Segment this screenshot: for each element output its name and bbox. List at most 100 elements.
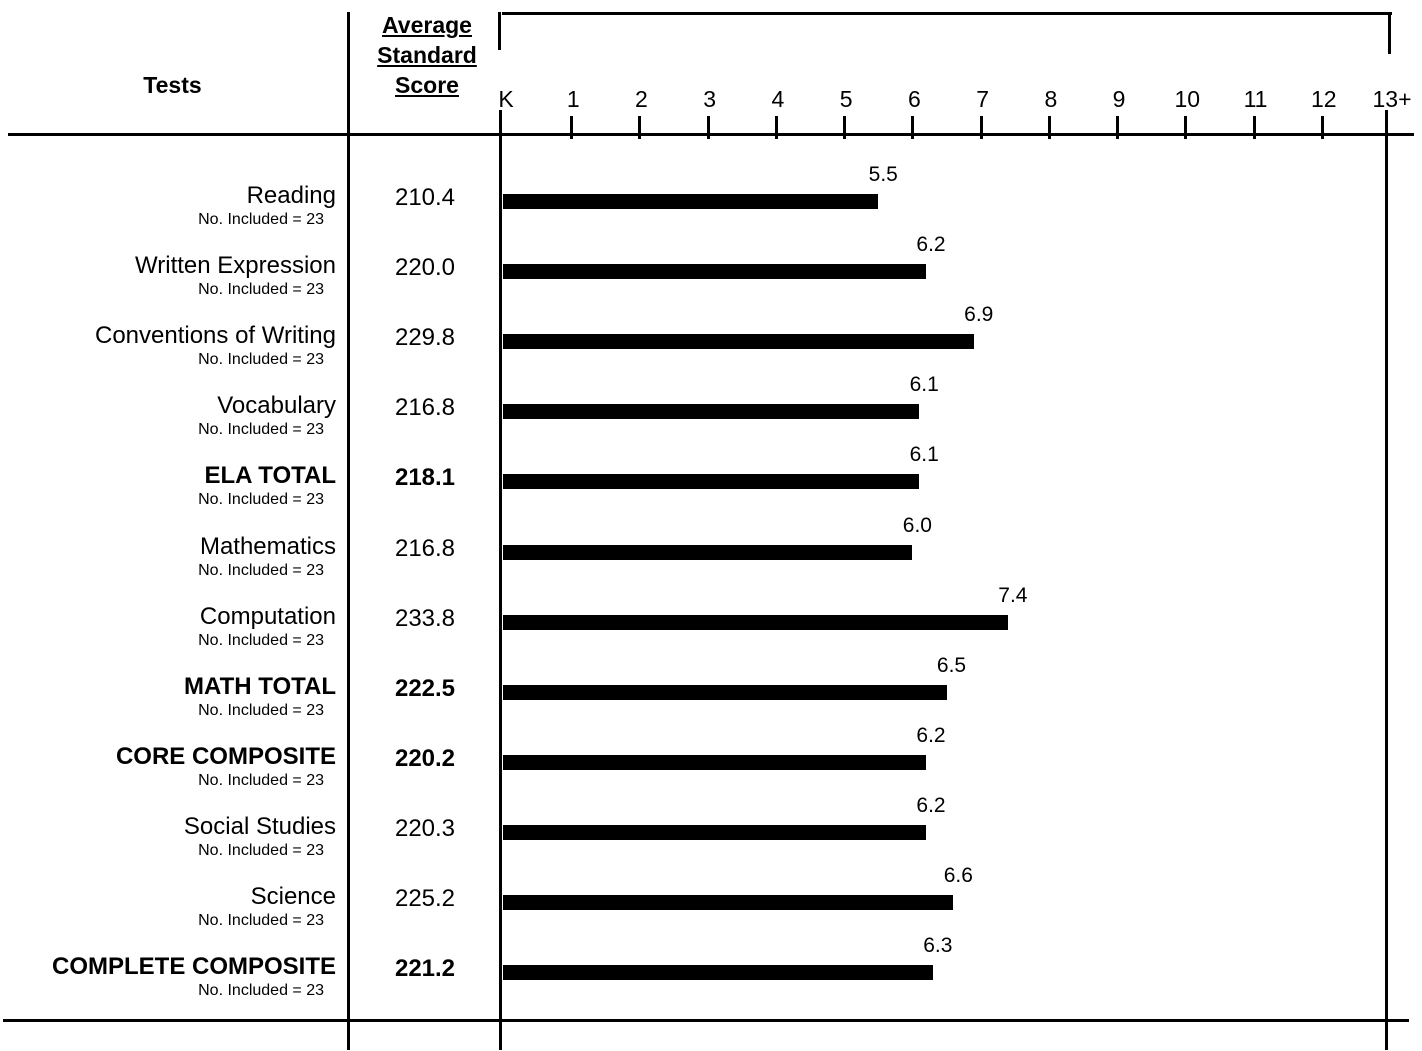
test-name: CORE COMPOSITE <box>115 742 336 770</box>
bar-value-label: 7.4 <box>998 583 1028 607</box>
grade-equivalent-bar <box>503 965 933 981</box>
test-name: Mathematics <box>199 532 336 560</box>
no-included-count: No. Included = 23 <box>198 561 324 579</box>
grade-equivalent-bar <box>503 404 920 420</box>
axis-tick-label: 3 <box>703 86 717 112</box>
no-included-count: No. Included = 23 <box>198 281 324 299</box>
axis-tick-mark <box>1252 116 1256 139</box>
score-header-line-2: Standard <box>377 42 477 68</box>
no-included-count: No. Included = 23 <box>198 491 324 509</box>
test-name: Social Studies <box>183 812 336 840</box>
score-header-line-1: Average <box>382 12 472 38</box>
axis-tick-label: K <box>498 86 514 112</box>
test-row: ELA TOTAL No. Included = 23 218.1 6.1 <box>0 443 1422 532</box>
average-standard-score: 218.1 <box>394 464 456 492</box>
grade-equivalent-bar <box>503 684 947 700</box>
tests-header: Tests <box>143 72 202 98</box>
axis-line-k <box>499 110 502 1050</box>
axis-tick-label: 2 <box>635 86 648 112</box>
no-included-count: No. Included = 23 <box>198 912 324 929</box>
average-standard-score: 220.0 <box>394 254 456 282</box>
average-standard-score: 225.2 <box>394 885 456 912</box>
axis-tick-mark <box>911 116 915 139</box>
test-row: Written Expression No. Included = 23 220.0… <box>0 233 1422 322</box>
average-standard-score: 216.8 <box>394 534 456 562</box>
axis-tick-mark <box>774 116 778 139</box>
axis-tick-mark <box>638 116 642 139</box>
axis-tick-label: 12 <box>1310 86 1337 112</box>
grade-equivalent-bar <box>503 754 927 770</box>
bar-value-label: 6.6 <box>943 864 973 887</box>
average-standard-score-header: Average Standard Score <box>357 10 497 100</box>
no-included-count: No. Included = 23 <box>198 841 324 859</box>
average-standard-score: 229.8 <box>394 324 456 352</box>
grade-equivalent-bar <box>503 264 927 280</box>
test-row: CORE COMPOSITE No. Included = 23 220.2 6.2 <box>0 724 1422 813</box>
test-name: Vocabulary <box>217 392 336 420</box>
test-row: Conventions of Writing No. Included = 23 2… <box>0 303 1422 392</box>
right-border <box>1385 110 1388 1050</box>
test-name: Written Expression <box>135 252 336 280</box>
axis-tick-mark <box>1116 116 1120 139</box>
column-separator-tests <box>347 12 350 1050</box>
no-included-count: No. Included = 23 <box>198 701 324 719</box>
axis-tick-label: 8 <box>1044 86 1058 112</box>
test-row: Vocabulary No. Included = 23 216.8 6.1 <box>0 373 1422 462</box>
grade-equivalent-bar <box>503 614 1008 630</box>
test-row: Computation No. Included = 23 233.8 7.4 <box>0 584 1422 673</box>
test-row: COMPLETE COMPOSITE No. Included = 23 221.2… <box>0 934 1422 1023</box>
no-included-count: No. Included = 23 <box>198 771 324 789</box>
no-included-count: No. Included = 23 <box>198 211 324 228</box>
average-standard-score: 220.2 <box>394 744 456 772</box>
score-header-line-3: Score <box>395 72 459 98</box>
bar-value-label: 5.5 <box>868 163 898 186</box>
bar-value-label: 6.1 <box>909 443 939 467</box>
grade-equivalent-bar <box>503 194 879 209</box>
average-standard-score: 222.5 <box>394 674 456 702</box>
average-standard-score: 210.4 <box>394 184 456 211</box>
average-standard-score: 220.3 <box>394 814 456 842</box>
test-name: COMPLETE COMPOSITE <box>51 953 336 981</box>
grade-equivalent-bar <box>503 895 954 910</box>
axis-tick-mark <box>979 116 983 139</box>
top-rule <box>502 12 1392 15</box>
grade-equivalent-bar <box>503 474 920 490</box>
bottom-rule <box>3 1019 1409 1022</box>
axis-tick-mark <box>706 116 710 139</box>
right-border-top <box>1388 12 1391 54</box>
bar-value-label: 6.3 <box>923 934 953 958</box>
test-name: Computation <box>199 602 336 630</box>
bar-value-label: 6.2 <box>916 793 946 817</box>
no-included-count: No. Included = 23 <box>198 631 324 649</box>
axis-tick-mark <box>570 116 574 139</box>
axis-tick-mark <box>1047 116 1051 139</box>
average-standard-score: 221.2 <box>394 955 456 983</box>
axis-tick-label: 7 <box>976 86 989 112</box>
axis-tick-label: 1 <box>566 86 580 112</box>
no-included-count: No. Included = 23 <box>198 351 324 369</box>
axis-tick-label: 4 <box>771 86 785 112</box>
axis-tick-mark <box>1320 116 1324 139</box>
bar-value-label: 6.2 <box>916 233 946 257</box>
average-standard-score: 216.8 <box>394 394 456 422</box>
test-row: MATH TOTAL No. Included = 23 222.5 6.5 <box>0 654 1422 743</box>
bar-value-label: 6.1 <box>909 373 939 397</box>
test-name: Conventions of Writing <box>94 322 336 350</box>
header-rule <box>8 133 1414 136</box>
axis-tick-label: 11 <box>1243 86 1268 112</box>
axis-tick-label: 5 <box>839 86 853 112</box>
column-separator-score <box>498 12 501 50</box>
test-row: Reading No. Included = 23 210.4 5.5 <box>0 163 1422 252</box>
no-included-count: No. Included = 23 <box>198 982 324 1000</box>
test-row: Mathematics No. Included = 23 216.8 6.0 <box>0 514 1422 603</box>
axis-tick-mark <box>1184 116 1188 139</box>
average-standard-score: 233.8 <box>394 604 456 632</box>
axis-tick-mark <box>843 116 847 139</box>
test-row: Science No. Included = 23 225.2 6.6 <box>0 864 1422 953</box>
grade-equivalent-bar <box>503 824 927 840</box>
bar-value-label: 6.5 <box>936 653 967 677</box>
axis-tick-label: 10 <box>1174 86 1201 112</box>
axis-tick-label: 13+ <box>1372 86 1412 112</box>
bar-value-label: 6.9 <box>964 303 994 327</box>
